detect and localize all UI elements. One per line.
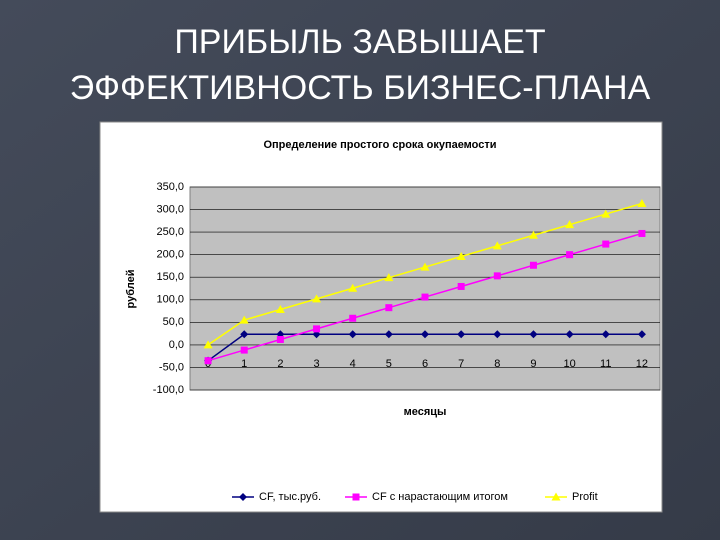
x-tick-label: 3 [313,358,319,370]
marker [457,282,465,290]
y-tick-label: -50,0 [159,361,184,373]
marker [421,293,429,301]
marker [385,304,393,312]
marker [240,330,249,339]
y-axis-label: рублей [125,270,137,309]
x-tick-label: 2 [277,358,283,370]
marker [637,330,646,339]
x-axis-label: месяцы [404,406,447,418]
slide-title: ЭФФЕКТИВНОСТЬ БИЗНЕС-ПЛАНА [70,69,651,107]
marker [275,304,285,313]
legend-label: Profit [572,491,598,503]
x-tick-label: 8 [494,358,500,370]
x-tick-label: 1 [241,358,247,370]
marker [566,251,574,259]
marker [421,330,429,339]
x-tick-label: 12 [636,358,648,370]
marker [456,251,466,260]
marker [240,346,248,354]
y-tick-label: 150,0 [156,271,184,283]
marker [493,330,502,339]
y-tick-label: 100,0 [156,294,184,306]
y-tick-label: 0,0 [169,339,184,351]
plot: -100,0 -50,0 0,0 50,0 100,0 150,0 200,0 250,0 30… [153,181,660,503]
x-tick-label: 7 [458,358,464,370]
marker [637,198,647,207]
marker [239,315,249,324]
marker [239,493,247,501]
marker [352,493,360,501]
marker [601,209,611,218]
marker [551,492,561,501]
x-tick-label: 9 [530,358,536,370]
marker [601,330,610,339]
marker [203,340,213,349]
marker [384,330,393,339]
x-tick-label: 5 [386,358,392,370]
marker [528,230,538,239]
marker [529,261,537,269]
y-tick-label: 250,0 [156,226,184,238]
legend-label: CF с нарастающим итогом [372,491,508,503]
x-tick-label: 10 [563,358,575,370]
y-tick-label: 200,0 [156,249,184,261]
marker [349,314,357,322]
marker [420,262,430,271]
x-tick-label: 4 [350,358,356,370]
marker [565,330,574,339]
legend-label: CF, тыс.руб. [259,491,321,503]
marker [384,273,394,282]
marker [529,330,538,339]
marker [276,335,284,343]
marker [312,294,322,303]
marker [565,220,575,229]
y-tick-label: 350,0 [156,181,184,193]
marker [493,272,501,280]
y-tick-label: -100,0 [153,384,184,396]
marker [348,283,358,292]
y-tick-label: 50,0 [163,316,184,328]
marker [204,357,212,365]
marker [457,330,466,339]
x-tick-label: 11 [600,358,611,370]
y-tick-label: 300,0 [156,203,184,215]
marker [492,241,502,250]
marker [602,240,610,248]
marker [348,330,357,339]
marker [638,229,646,237]
x-tick-label: 6 [422,358,428,370]
chart-title: Определение простого срока окупаемости [263,139,496,151]
slide-title: ПРИБЫЛЬ ЗАВЫШАЕТ [174,23,545,61]
marker [313,325,321,333]
